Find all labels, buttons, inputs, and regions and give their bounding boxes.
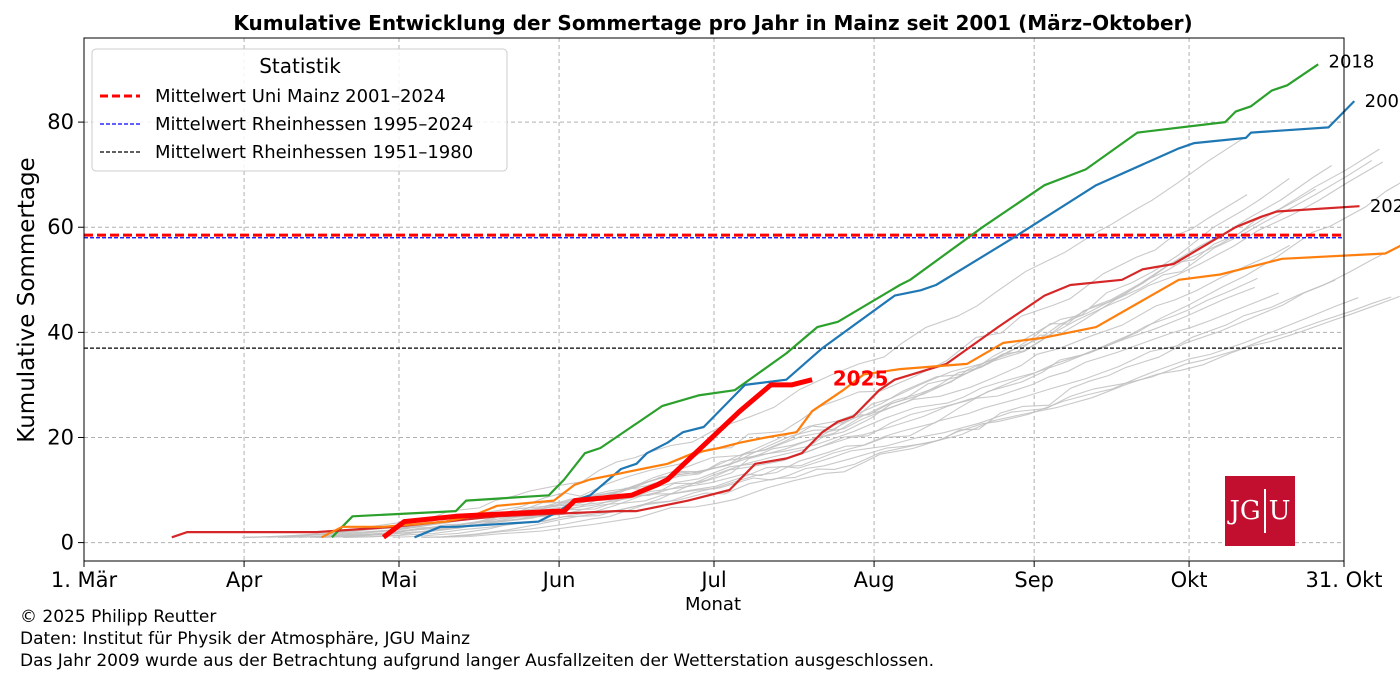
background-year-line [436, 244, 1400, 538]
y-tick-label: 60 [47, 215, 74, 239]
background-year-line [421, 182, 1400, 538]
background-year-line [344, 160, 1372, 538]
legend-box [91, 48, 508, 172]
background-year-line [267, 137, 1244, 538]
x-tick-label: 1. Mär [51, 568, 118, 592]
logo-right-text: U [1268, 496, 1291, 526]
series-line-2025 [381, 377, 813, 540]
y-axis-ticks: 0 20 40 60 80 [47, 110, 84, 555]
highlight-series [171, 63, 1400, 540]
x-axis-ticks: 1. Mär Apr Mai Jun Jul Aug Sep Okt 31. Okt [51, 561, 1383, 592]
background-year-line [246, 286, 1255, 538]
footer-copyright: © 2025 Philipp Reutter [20, 607, 217, 627]
background-year-line [315, 148, 1380, 538]
series-line-2011 [321, 244, 1400, 539]
logo-divider [1263, 489, 1266, 533]
y-tick-label: 20 [47, 425, 74, 449]
legend-label-rheinhessen-1995: Mittelwert Rheinhessen 1995–2024 [155, 114, 473, 135]
x-tick-label: Mai [381, 568, 418, 592]
x-tick-label: Sep [1014, 568, 1054, 592]
background-year-line [423, 177, 1290, 538]
footer-note: Das Jahr 2009 wurde aus der Betrachtung … [20, 651, 935, 671]
background-year-line [324, 277, 1258, 538]
legend: Statistik Mittelwert Uni Mainz 2001–2024… [91, 48, 508, 172]
series-label-2018: 2018 [1329, 52, 1375, 73]
legend-title: Statistik [259, 54, 341, 78]
chart-title: Kumulative Entwicklung der Sommertage pr… [233, 11, 1192, 35]
x-tick-label: Okt [1171, 568, 1208, 592]
footer-data-source: Daten: Institut für Physik der Atmosphär… [20, 629, 471, 649]
reference-lines [84, 233, 1344, 349]
series-line-2024 [171, 205, 1360, 539]
y-axis-label: Kumulative Sommertage [14, 157, 40, 442]
series-label-2024: 2024 [1370, 196, 1400, 217]
background-year-line [245, 292, 1280, 538]
series-labels: 20182003202420112025 [833, 52, 1400, 391]
x-axis-label: Monat [685, 594, 741, 615]
y-tick-label: 80 [47, 110, 74, 134]
series-line-2018 [331, 63, 1319, 539]
background-year-line [241, 296, 1392, 538]
x-tick-label: Apr [226, 568, 263, 592]
x-tick-label: 31. Okt [1306, 568, 1383, 592]
legend-label-rheinhessen-1951: Mittelwert Rheinhessen 1951–1980 [155, 142, 473, 163]
x-tick-label: Jul [699, 568, 726, 592]
y-tick-label: 40 [47, 320, 74, 344]
jgu-logo: JG U [1225, 476, 1295, 546]
x-tick-label: Aug [854, 568, 895, 592]
logo-left-text: JG [1229, 496, 1261, 526]
background-year-line [392, 165, 1332, 538]
x-tick-label: Jun [541, 568, 576, 592]
y-tick-label: 0 [61, 531, 74, 555]
series-label-2025: 2025 [833, 367, 889, 391]
legend-label-uni-mainz: Mittelwert Uni Mainz 2001–2024 [155, 86, 446, 107]
series-label-2003: 2003 [1365, 91, 1400, 112]
